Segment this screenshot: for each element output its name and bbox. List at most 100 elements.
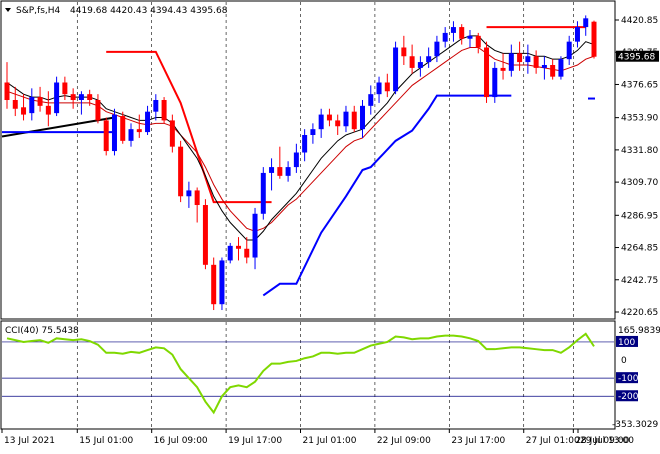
candle[interactable] xyxy=(194,187,200,223)
candle[interactable] xyxy=(37,86,43,112)
cci-title: CCI(40) 75.5438 xyxy=(5,326,79,336)
time-axis: 13 Jul 2021 15 Jul 01:00 16 Jul 09:00 19 Ju… xyxy=(1,429,634,446)
triangle-down-icon[interactable] xyxy=(5,8,11,12)
cci-axis: 100 0 -100 -200 165.9839 -353.3029 xyxy=(612,326,660,430)
candle[interactable] xyxy=(219,257,225,311)
candle[interactable] xyxy=(29,88,35,121)
candle[interactable] xyxy=(161,97,167,124)
time-tick-label: 13 Jul 2021 xyxy=(4,436,55,446)
candle[interactable] xyxy=(277,146,283,179)
price-tick-label: 4309.70 xyxy=(621,178,658,188)
candle[interactable] xyxy=(517,41,523,71)
candle[interactable] xyxy=(409,44,415,74)
candle[interactable] xyxy=(4,62,10,109)
candle[interactable] xyxy=(583,15,589,36)
candle[interactable] xyxy=(533,50,539,74)
candle[interactable] xyxy=(87,89,93,106)
candle[interactable] xyxy=(244,237,250,264)
candle[interactable] xyxy=(302,129,308,162)
candle[interactable] xyxy=(450,21,456,42)
candle[interactable] xyxy=(467,29,473,48)
candle[interactable] xyxy=(178,140,184,203)
candle[interactable] xyxy=(492,62,498,103)
candle[interactable] xyxy=(310,123,316,144)
price-tick-label: 4286.95 xyxy=(621,211,658,221)
candle[interactable] xyxy=(128,123,134,147)
ohlc-label: 4419.68 4420.43 4394.43 4395.68 xyxy=(70,6,228,16)
time-tick-label: 27 Jul 01:00 xyxy=(526,436,580,446)
candle[interactable] xyxy=(120,111,126,144)
candle[interactable] xyxy=(484,41,490,103)
candle[interactable] xyxy=(78,91,84,115)
candle[interactable] xyxy=(186,181,192,208)
candle[interactable] xyxy=(434,35,440,63)
candle[interactable] xyxy=(326,108,332,127)
candle[interactable] xyxy=(541,56,547,80)
candle[interactable] xyxy=(550,59,556,80)
candle[interactable] xyxy=(45,91,51,127)
candle[interactable] xyxy=(360,100,366,138)
trend-line[interactable] xyxy=(1,116,115,138)
candle[interactable] xyxy=(368,85,374,115)
candle[interactable] xyxy=(558,56,564,80)
time-tick-label: 29 Jul 13:00 xyxy=(580,436,634,446)
candle[interactable] xyxy=(153,94,159,121)
candles xyxy=(4,15,597,311)
candle[interactable] xyxy=(574,21,580,48)
candle[interactable] xyxy=(136,114,142,138)
candle[interactable] xyxy=(475,32,481,54)
candle[interactable] xyxy=(103,117,109,156)
candle[interactable] xyxy=(252,207,258,270)
candle[interactable] xyxy=(384,73,390,98)
candle[interactable] xyxy=(351,105,357,133)
time-tick-label: 19 Jul 17:00 xyxy=(228,436,282,446)
candle[interactable] xyxy=(525,44,531,74)
candle[interactable] xyxy=(500,53,506,80)
price-tick-label: 4242.75 xyxy=(621,276,658,286)
vertical-grid xyxy=(76,2,574,428)
time-tick-label: 28 Jul 09:00 xyxy=(575,436,629,446)
candle[interactable] xyxy=(95,94,101,124)
candle[interactable] xyxy=(227,242,233,264)
candle[interactable] xyxy=(12,86,18,117)
candle[interactable] xyxy=(591,20,597,59)
cci-level-label: 100 xyxy=(618,338,635,348)
moving-averages xyxy=(6,35,595,241)
candle[interactable] xyxy=(169,114,175,153)
cci-panel xyxy=(0,320,616,430)
candle[interactable] xyxy=(202,199,208,270)
price-tick-label: 4420.85 xyxy=(621,16,658,26)
candle[interactable] xyxy=(260,167,266,220)
candle[interactable] xyxy=(21,94,27,121)
cci-level-badge xyxy=(616,335,638,347)
candle[interactable] xyxy=(343,105,349,133)
candle[interactable] xyxy=(566,35,572,65)
price-panel xyxy=(0,0,616,320)
candle[interactable] xyxy=(442,27,448,48)
candle[interactable] xyxy=(459,24,465,45)
time-tick-label: 22 Jul 09:00 xyxy=(377,436,431,446)
candle[interactable] xyxy=(285,161,291,182)
candle[interactable] xyxy=(293,143,299,173)
candle[interactable] xyxy=(235,237,241,261)
candle[interactable] xyxy=(145,105,151,136)
time-tick-label: 23 Jul 17:00 xyxy=(451,436,505,446)
candle[interactable] xyxy=(70,88,76,109)
candle[interactable] xyxy=(376,76,382,103)
candle[interactable] xyxy=(111,108,117,156)
cci-level-label: -100 xyxy=(618,374,639,384)
candle[interactable] xyxy=(426,47,432,68)
candle[interactable] xyxy=(54,76,60,117)
candle[interactable] xyxy=(269,158,275,191)
candle[interactable] xyxy=(62,76,68,101)
symbol-label: S&P,fs,H4 xyxy=(16,6,61,16)
candle[interactable] xyxy=(318,108,324,138)
candle[interactable] xyxy=(417,56,423,77)
candle[interactable] xyxy=(401,35,407,65)
candle[interactable] xyxy=(211,257,217,311)
candle[interactable] xyxy=(335,114,341,136)
candle[interactable] xyxy=(393,41,399,95)
candle[interactable] xyxy=(508,44,514,77)
